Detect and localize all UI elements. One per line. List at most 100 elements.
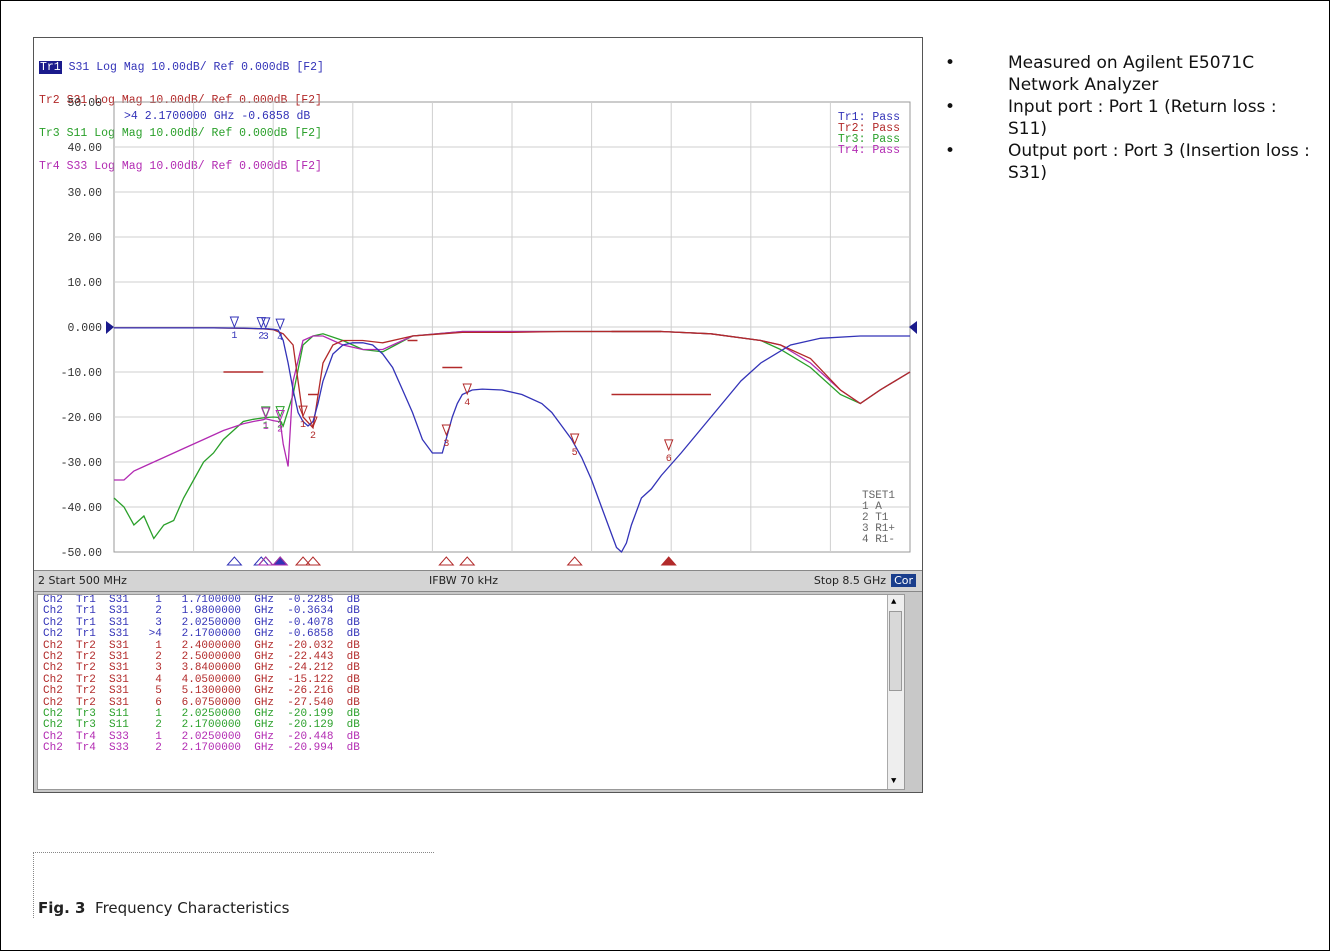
ref-pointer-left-icon[interactable] [106, 321, 114, 334]
y-tick-label: -10.00 [61, 367, 103, 380]
bottom-marker-icon [257, 556, 274, 566]
marker-triangle [229, 316, 240, 329]
marker-triangle [441, 424, 452, 437]
bottom-marker-icon [272, 556, 289, 566]
figure-label: Fig. 3 [38, 899, 86, 917]
marker-number-label: 5 [572, 448, 578, 459]
note-item: • Input port : Port 1 (Return loss : S11) [945, 97, 1277, 139]
marker-table-row[interactable]: Ch2 Tr2 S31 4 4.0500000 GHz -15.122 dB [43, 673, 360, 686]
notes-list: • Measured on Agilent E5071C Network Anal… [945, 52, 1315, 184]
marker-triangle [275, 318, 285, 331]
marker-number-label: 1 [231, 331, 237, 342]
start-frequency[interactable]: 2 Start 500 MHz [38, 574, 127, 587]
caption-box [33, 852, 434, 918]
marker-number-label: 4 [277, 333, 283, 344]
y-tick-label: 40.00 [67, 142, 102, 155]
marker-number-label: 2 [277, 421, 283, 432]
marker-number-label: 2 [277, 424, 283, 435]
marker-triangle [308, 416, 318, 429]
scroll-thumb[interactable] [889, 611, 902, 691]
marker-table-row[interactable]: Ch2 Tr1 S31 2 1.9800000 GHz -0.3634 dB [43, 605, 360, 618]
y-tick-label: 50.00 [67, 97, 102, 110]
marker-table-row[interactable]: Ch2 Tr3 S11 2 2.1700000 GHz -20.129 dB [43, 719, 360, 732]
trace-header-line-2[interactable]: Tr2 S31 Log Mag 10.00dB/ Ref 0.000dB [F2… [39, 94, 324, 107]
marker-triangle [298, 405, 308, 418]
marker-table-row[interactable]: Ch2 Tr2 S31 3 3.8400000 GHz -24.212 dB [43, 662, 360, 675]
sparameter-chart[interactable]: 50.00 40.00 30.00 20.00 10.00 0.000 -10.00 -20.… [34, 38, 922, 570]
y-tick-label: 0.000 [67, 322, 102, 335]
marker-table-row[interactable]: Ch2 Tr1 S31 1 1.7100000 GHz -0.2285 dB [43, 594, 360, 606]
status-bar: 2 Start 500 MHz IFBW 70 kHz Stop 8.5 GHz… [34, 570, 922, 592]
figure-caption: Fig. 3 Frequency Characteristics [38, 899, 289, 917]
trace-header-line-4[interactable]: Tr4 S33 Log Mag 10.00dB/ Ref 0.000dB [F2… [39, 160, 324, 173]
figure-title: Frequency Characteristics [95, 899, 290, 917]
marker-number-label: 6 [666, 454, 672, 465]
tset-label: TSET1 [862, 490, 895, 502]
y-tick-label: -50.00 [61, 547, 103, 560]
limit-lines [223, 330, 711, 396]
marker-triangle [260, 317, 271, 330]
pass-status-4: Tr4: Pass [838, 144, 900, 157]
trace-header: Tr1 S31 Log Mag 10.00dB/ Ref 0.000dB [F2… [39, 40, 324, 194]
marker-table-row[interactable]: Ch2 Tr2 S31 6 6.0750000 GHz -27.540 dB [43, 696, 360, 709]
tset-label: 4 R1- [862, 534, 895, 546]
bottom-marker-icon [294, 556, 312, 566]
tset-label: 1 A [862, 501, 882, 513]
marker-triangle [663, 439, 674, 452]
marker-table-row[interactable]: Ch2 Tr1 S31 3 2.0250000 GHz -0.4078 dB [43, 616, 360, 629]
active-marker-readout: >4 2.1700000 GHz -0.6858 dB [124, 110, 310, 123]
trace-header-line-1[interactable]: Tr1 S31 Log Mag 10.00dB/ Ref 0.000dB [F2… [39, 61, 324, 74]
marker-number-label: 4 [464, 398, 470, 409]
marker-table-row[interactable]: Ch2 Tr2 S31 2 2.5000000 GHz -22.443 dB [43, 651, 360, 664]
bottom-marker-icon [272, 556, 289, 566]
bullet-icon: • [945, 97, 956, 117]
y-axis-ticks: 50.00 40.00 30.00 20.00 10.00 0.000 -10.00 -20.… [61, 97, 103, 560]
marker-table-row[interactable]: Ch2 Tr1 S31 >4 2.1700000 GHz -0.6858 dB [43, 628, 360, 641]
marker-number-label: 1 [263, 422, 269, 433]
marker-triangle [275, 409, 285, 422]
y-tick-label: 10.00 [67, 277, 102, 290]
trace-3-settings: S11 Log Mag 10.00dB/ Ref 0.000dB [F2] [59, 127, 322, 140]
marker-number-label: 2 [310, 431, 316, 442]
tset-label: 3 R1+ [862, 523, 895, 535]
marker-number-label: 1 [263, 421, 269, 432]
plot-area: Tr1 S31 Log Mag 10.00dB/ Ref 0.000dB [F2… [34, 38, 922, 570]
scroll-down-icon[interactable]: ▼ [891, 775, 897, 786]
trace-header-line-3[interactable]: Tr3 S11 Log Mag 10.00dB/ Ref 0.000dB [F2… [39, 127, 324, 140]
bullet-icon: • [945, 141, 956, 161]
marker-table-row[interactable]: Ch2 Tr4 S33 1 2.0250000 GHz -20.448 dB [43, 730, 360, 743]
marker-number-label: 3 [443, 439, 449, 450]
marker-triangle [260, 407, 271, 420]
note-item: • Measured on Agilent E5071C Network Anal… [945, 53, 1255, 95]
marker-table-row[interactable]: Ch2 Tr4 S33 2 2.1700000 GHz -20.994 dB [43, 742, 360, 755]
correction-badge[interactable]: Cor [891, 574, 916, 587]
y-tick-label: -20.00 [61, 412, 103, 425]
trace-1-settings: S31 Log Mag 10.00dB/ Ref 0.000dB [F2] [61, 61, 324, 74]
scroll-up-icon[interactable]: ▲ [891, 597, 897, 607]
trace-2-settings: S31 Log Mag 10.00dB/ Ref 0.000dB [F2] [59, 94, 322, 107]
ref-pointer-right-icon[interactable] [909, 321, 917, 334]
bottom-marker-icon [566, 556, 583, 566]
marker-table-row[interactable]: Ch2 Tr3 S11 1 2.0250000 GHz -20.199 dB [43, 708, 360, 721]
marker-table-row[interactable]: Ch2 Tr2 S31 1 2.4000000 GHz -20.032 dB [43, 639, 360, 652]
marker-number-label: 1 [300, 420, 306, 431]
bottom-marker-icon [459, 556, 476, 566]
trace-4-tag[interactable]: Tr4 [39, 160, 60, 173]
trace-3-tag[interactable]: Tr3 [39, 127, 60, 140]
network-analyzer-window: Tr1 S31 Log Mag 10.00dB/ Ref 0.000dB [F2… [33, 37, 923, 793]
trace-1-tag[interactable]: Tr1 [39, 61, 62, 74]
bottom-marker-icon [660, 556, 677, 566]
trace-4-settings: S33 Log Mag 10.00dB/ Ref 0.000dB [F2] [59, 160, 322, 173]
marker-triangle [275, 406, 285, 418]
stop-frequency[interactable]: Stop 8.5 GHz [813, 574, 886, 587]
ifbw-setting[interactable]: IFBW 70 kHz [429, 574, 499, 587]
bottom-marker-indicators [226, 556, 677, 566]
marker-table-rows: Ch2 Tr1 S31 1 1.7100000 GHz -0.2285 dB Ch… [38, 595, 904, 755]
trace-2-tag[interactable]: Tr2 [39, 94, 60, 107]
marker-table-row[interactable]: Ch2 Tr2 S31 5 5.1300000 GHz -26.216 dB [43, 685, 360, 698]
marker-number-label: 2 [258, 332, 264, 343]
marker-table-scrollbar[interactable]: ▲ ▼ [887, 595, 904, 789]
marker-triangle [462, 383, 472, 396]
bottom-marker-icon [438, 556, 455, 566]
